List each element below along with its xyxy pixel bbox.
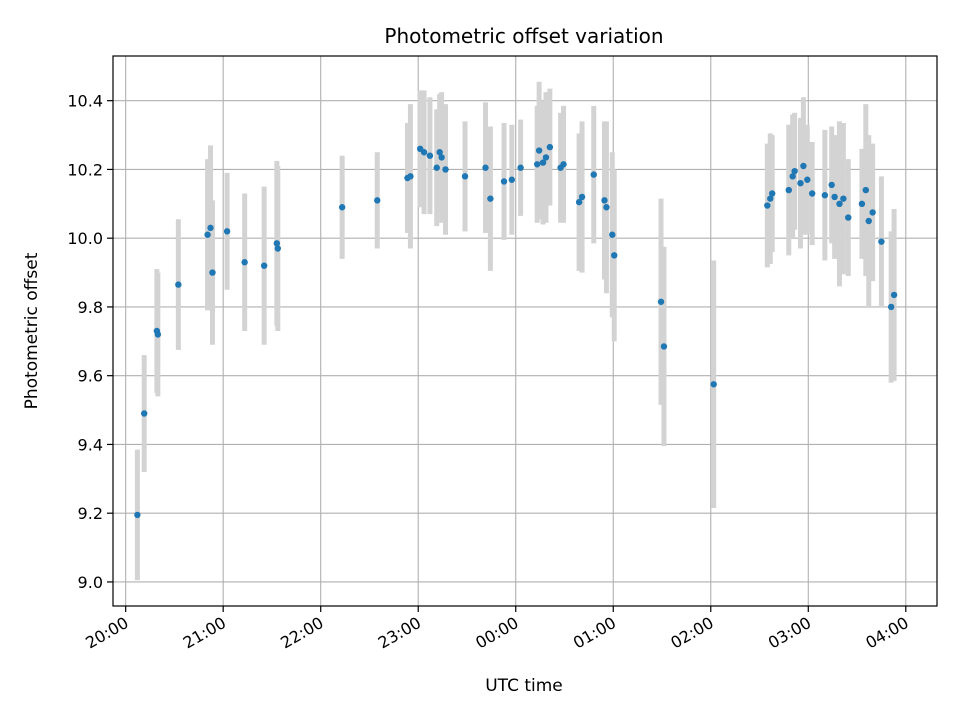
data-point <box>442 166 449 173</box>
data-point <box>134 511 141 519</box>
y-tick-label: 10.0 <box>67 229 103 248</box>
data-point <box>887 303 895 311</box>
data-point <box>274 245 281 252</box>
data-point <box>890 291 898 299</box>
data-point <box>500 178 508 185</box>
data-point <box>560 161 567 168</box>
data-point <box>223 228 231 235</box>
y-tick-label: 10.2 <box>67 160 103 179</box>
data-point <box>862 186 870 194</box>
point-layer <box>134 143 898 519</box>
data-point <box>840 195 847 202</box>
data-point <box>517 164 524 171</box>
data-point <box>657 298 665 305</box>
plot-frame <box>112 55 938 607</box>
data-point <box>769 190 776 197</box>
data-point <box>821 192 829 199</box>
data-point <box>141 410 148 417</box>
x-axis-label: UTC time <box>485 676 563 696</box>
data-point <box>535 147 543 154</box>
data-point <box>438 154 445 161</box>
data-point <box>338 204 346 211</box>
data-point <box>207 224 214 232</box>
data-point <box>482 164 489 171</box>
data-point <box>542 154 550 161</box>
data-point <box>209 269 216 276</box>
y-tick-label: 9.0 <box>78 573 103 592</box>
data-point <box>546 143 554 151</box>
data-point <box>791 167 798 175</box>
data-point <box>539 159 547 166</box>
y-tick-label: 10.4 <box>67 92 103 111</box>
y-tick-label: 9.6 <box>78 367 103 386</box>
data-point <box>374 197 381 204</box>
data-point <box>273 240 281 247</box>
data-point <box>204 231 211 238</box>
data-point <box>828 181 835 189</box>
data-point <box>461 173 469 180</box>
data-point <box>433 164 440 171</box>
data-point <box>710 381 717 388</box>
data-point <box>575 198 583 206</box>
data-point <box>590 171 597 178</box>
data-point <box>836 200 843 208</box>
data-point <box>426 152 434 159</box>
data-point <box>804 176 811 183</box>
y-tick-label: 9.4 <box>78 435 103 454</box>
data-point <box>175 281 182 288</box>
data-point <box>858 200 866 208</box>
data-point <box>611 252 618 259</box>
data-point <box>609 231 616 238</box>
data-point <box>260 262 268 269</box>
data-point <box>797 179 804 187</box>
data-point <box>865 217 872 225</box>
data-point <box>407 173 414 180</box>
data-point <box>785 186 792 194</box>
data-point <box>789 173 796 180</box>
data-point <box>764 202 771 209</box>
data-point <box>436 149 443 156</box>
data-point <box>154 331 162 338</box>
data-point <box>660 343 668 350</box>
data-point <box>578 193 586 201</box>
chart-title: Photometric offset variation <box>384 24 663 48</box>
data-point <box>420 149 428 156</box>
data-point <box>845 214 852 221</box>
data-point <box>831 193 838 201</box>
data-point <box>533 161 541 168</box>
data-point <box>601 197 608 204</box>
data-point <box>603 204 610 211</box>
data-point <box>808 190 816 197</box>
data-point <box>878 238 885 245</box>
data-point <box>869 209 876 216</box>
data-point <box>241 259 248 266</box>
data-point <box>800 162 807 170</box>
data-point <box>508 176 516 183</box>
y-axis-label: Photometric offset <box>22 252 42 409</box>
y-tick-label: 9.8 <box>78 298 103 317</box>
y-tick-label: 9.2 <box>78 504 103 523</box>
data-point <box>767 195 774 202</box>
data-point <box>487 195 494 202</box>
